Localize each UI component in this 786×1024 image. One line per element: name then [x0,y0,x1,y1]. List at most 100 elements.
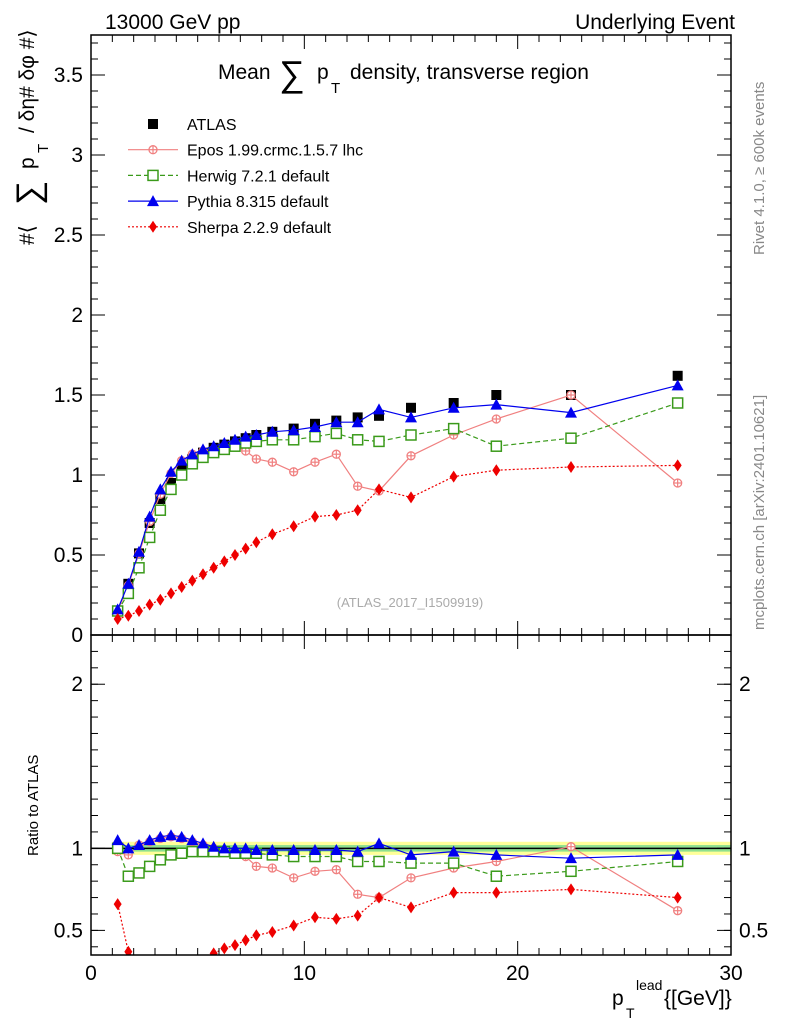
ratio-point-pythia-8-315-default [165,829,177,841]
main-point-herwig-7-2-1-default [287,434,300,446]
main-point-atlas [374,410,384,421]
ratio-point-sherpa-2-2-9-default [375,891,383,904]
legend-marker-epos-1-99-crmc-1-5-7-lhc [148,145,158,155]
legend: ATLAS Epos 1.99.crmc.1.5.7 lhc Herwig 7.2.… [128,117,363,237]
ratio-point-herwig-7-2-1-default [175,847,188,860]
ratio-point-sherpa-2-2-9-default [311,911,319,924]
ratio-xtick-label: 30 [719,962,742,985]
main-point-pythia-8-315-default [351,416,364,428]
ratio-point-sherpa-2-2-9-default [289,919,298,932]
main-point-sherpa-2-2-9-default [449,470,458,483]
main-point-pythia-8-315-default [447,401,460,413]
main-point-atlas [176,463,187,474]
legend-entry-epos-1-99-crmc-1-5-7-lhc: Epos 1.99.crmc.1.5.7 lhc [128,143,363,160]
main-point-sherpa-2-2-9-default [332,509,341,521]
ratio-point-epos-1-99-crmc-1-5-7-lhc [289,873,299,883]
main-point-herwig-7-2-1-default [373,435,385,448]
ratio-point-pythia-8-315-default [218,842,231,854]
ratio-point-epos-1-99-crmc-1-5-7-lhc [251,861,261,872]
legend-marker-sherpa-2-2-9-default [149,220,157,233]
main-point-herwig-7-2-1-default [186,458,199,470]
ratio-point-sherpa-2-2-9-default [252,929,261,942]
main-point-sherpa-2-2-9-default [252,536,261,549]
main-point-herwig-7-2-1-default [133,562,145,574]
ratio-ytick-label-right: 0.5 [739,919,768,942]
ratio-point-sherpa-2-2-9-default [332,912,341,925]
main-point-pythia-8-315-default [143,510,156,522]
ratio-point-pythia-8-315-default [671,848,684,860]
main-point-sherpa-2-2-9-default [407,491,415,504]
legend-label-atlas: ATLAS [187,117,237,134]
ratio-point-herwig-7-2-1-default [122,870,135,882]
main-point-sherpa-2-2-9-default [311,510,319,523]
xlabel-post: {[GeV]} [664,987,732,1010]
ratio-point-pythia-8-315-default [490,848,503,860]
legend-entry-herwig-7-2-1-default: Herwig 7.2.1 default [128,168,330,185]
main-ytick-label: 1.5 [54,384,83,407]
xlabel: p T lead {[GeV]} [612,977,732,1021]
main-point-atlas [155,494,166,504]
ratio-point-pythia-8-315-default [154,830,167,842]
ratio-point-herwig-7-2-1-default [351,855,364,868]
ratio-point-sherpa-2-2-9-default [449,886,458,899]
main-point-pythia-8-315-default [250,429,263,440]
main-point-epos-1-99-crmc-1-5-7-lhc [673,478,683,488]
ratio-point-sherpa-2-2-9-default [268,926,277,939]
main-point-atlas [166,478,176,488]
ratio-point-sherpa-2-2-9-default [209,947,218,955]
ratio-point-sherpa-2-2-9-default [353,909,362,922]
title-pre: Mean [218,61,271,84]
ratio-point-epos-1-99-crmc-1-5-7-lhc [310,866,320,876]
main-ytick-label: 1 [71,464,83,487]
ratio-xtick-label: 20 [506,962,529,985]
ratio-point-sherpa-2-2-9-default [241,934,250,947]
main-ytick-label: 0 [71,624,83,647]
ratio-ytick-label: 2 [71,673,83,696]
ratio-point-epos-1-99-crmc-1-5-7-lhc [267,863,277,873]
title-sub: T [331,80,340,97]
main-series-atlas [112,370,683,616]
main-point-pythia-8-315-default [133,545,145,557]
main-point-herwig-7-2-1-default [330,427,343,440]
main-point-epos-1-99-crmc-1-5-7-lhc [331,449,341,459]
ratio-point-herwig-7-2-1-default [165,849,177,861]
main-series-sherpa-2-2-9-default [113,459,682,625]
legend-entry-atlas: ATLAS [148,117,237,134]
ratio-point-pythia-8-315-default [239,842,252,854]
ratio-point-pythia-8-315-default [351,845,364,857]
main-point-epos-1-99-crmc-1-5-7-lhc [406,451,416,461]
ratio-point-sherpa-2-2-9-default [220,942,229,955]
ratio-point-herwig-7-2-1-default [565,865,577,878]
main-point-sherpa-2-2-9-default [492,464,501,477]
ratio-point-pythia-8-315-default [565,852,577,864]
main-ytick-label: 3 [71,144,83,167]
main-point-sherpa-2-2-9-default [231,549,239,561]
main-ytick-label: 2.5 [54,224,83,247]
main-point-pythia-8-315-default [165,465,177,477]
main-point-herwig-7-2-1-default [405,429,417,441]
ratio-point-herwig-7-2-1-default [373,855,385,868]
ratio-point-epos-1-99-crmc-1-5-7-lhc [673,906,683,916]
main-point-sherpa-2-2-9-default [199,568,207,581]
title-post: density, transverse region [350,61,589,84]
ratio-point-pythia-8-315-default [175,830,188,842]
main-point-epos-1-99-crmc-1-5-7-lhc [491,414,501,424]
main-point-sherpa-2-2-9-default [177,581,186,593]
ylabel-p: p [16,157,39,169]
ratio-point-herwig-7-2-1-default [447,857,460,869]
main-point-herwig-7-2-1-default [447,422,460,435]
main-point-pythia-8-315-default [218,437,231,448]
main-point-pythia-8-315-default [154,483,167,495]
ratio-point-pythia-8-315-default [330,843,343,855]
main-plot-panel: (ATLAS_2017_I1509919) 0 0.5 1 1.5 2 2.5 3 3.5 M… [10,29,732,647]
ratio-point-pythia-8-315-default [143,834,156,846]
main-point-herwig-7-2-1-default [175,469,188,481]
ratio-point-sherpa-2-2-9-default [567,883,575,896]
rivet-label: Rivet 4.1.0, ≥ 600k events [751,82,768,255]
main-point-pythia-8-315-default [229,433,241,445]
plot-title: Mean ∑ p T density, transverse region [218,53,589,97]
main-point-pythia-8-315-default [405,411,417,423]
ratio-point-pythia-8-315-default [186,834,199,846]
ratio-point-pythia-8-315-default [207,840,220,852]
ratio-point-pythia-8-315-default [229,842,241,854]
